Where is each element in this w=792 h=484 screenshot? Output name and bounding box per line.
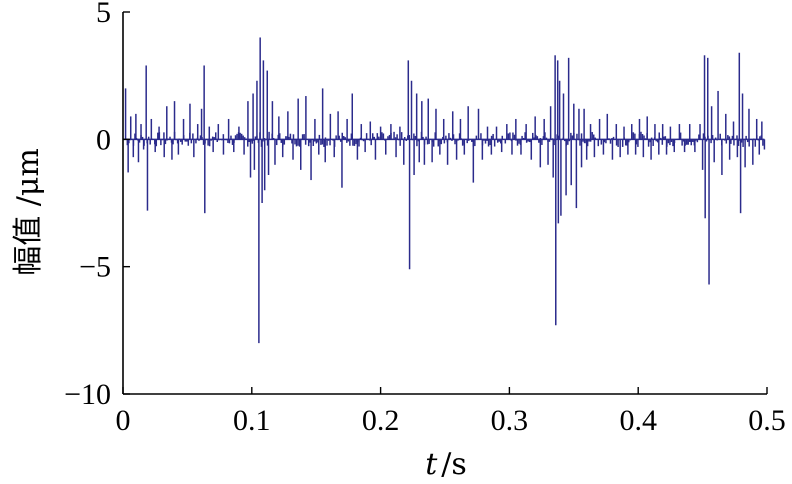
y-tick-label: −5 — [79, 251, 111, 284]
axes — [122, 11, 768, 395]
x-axis-label-unit: /s — [441, 447, 467, 482]
x-tick-label: 0.5 — [748, 404, 786, 437]
plot-area — [123, 37, 766, 344]
x-tick-label: 0.3 — [491, 404, 529, 437]
y-tick-label: −10 — [64, 378, 111, 411]
x-tick-label: 0.1 — [233, 404, 271, 437]
tick-labels: 0 0.1 0.2 0.3 0.4 0.5 5 0 −5 −10 — [64, 0, 786, 437]
x-tick-label: 0.2 — [362, 404, 400, 437]
x-axis-label-variable: t — [425, 447, 438, 482]
x-tick-label: 0 — [116, 404, 131, 437]
x-axis-label: t/s — [425, 447, 467, 482]
x-tick-label: 0.4 — [619, 404, 657, 437]
y-tick-label: 0 — [96, 123, 111, 156]
y-tick-label: 5 — [96, 0, 111, 29]
y-axis-label: 幅值 /μm — [11, 148, 46, 276]
